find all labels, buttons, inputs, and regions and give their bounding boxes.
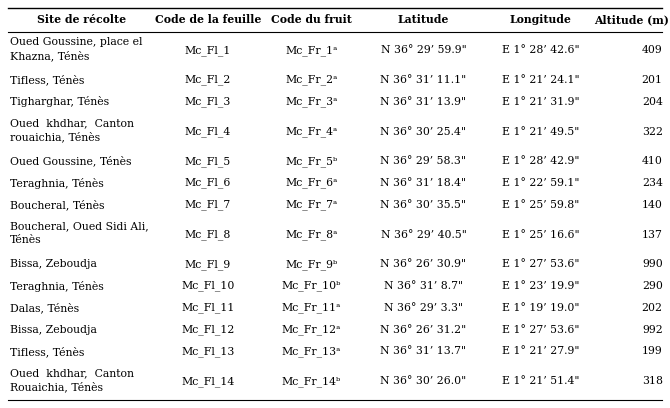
- Text: N 36° 29’ 59.9": N 36° 29’ 59.9": [381, 45, 466, 55]
- Text: Mc_Fl_14: Mc_Fl_14: [181, 376, 234, 386]
- Text: 202: 202: [642, 303, 663, 313]
- Text: Mc_Fr_10ᵇ: Mc_Fr_10ᵇ: [282, 281, 341, 291]
- Text: N 36° 30’ 26.0": N 36° 30’ 26.0": [381, 376, 466, 386]
- Text: Tifless, Ténès: Tifless, Ténès: [10, 75, 84, 86]
- Text: 140: 140: [642, 200, 663, 210]
- Text: Mc_Fl_6: Mc_Fl_6: [184, 178, 231, 188]
- Text: Mc_Fl_7: Mc_Fl_7: [184, 200, 231, 210]
- Text: Bissa, Zeboudja: Bissa, Zeboudja: [10, 325, 97, 335]
- Text: 199: 199: [642, 346, 663, 357]
- Text: Mc_Fr_4ᵃ: Mc_Fr_4ᵃ: [285, 126, 338, 137]
- Text: Mc_Fr_11ᵃ: Mc_Fr_11ᵃ: [282, 302, 341, 313]
- Text: E 1° 22’ 59.1": E 1° 22’ 59.1": [502, 178, 580, 188]
- Text: rouaichia, Ténès: rouaichia, Ténès: [10, 132, 100, 143]
- Text: N 36° 29’ 40.5": N 36° 29’ 40.5": [381, 230, 466, 239]
- Text: Khazna, Ténès: Khazna, Ténès: [10, 51, 89, 62]
- Text: Mc_Fl_4: Mc_Fl_4: [184, 126, 231, 137]
- Text: E 1° 27’ 53.6": E 1° 27’ 53.6": [502, 325, 580, 335]
- Text: N 36° 29’ 3.3": N 36° 29’ 3.3": [384, 303, 463, 313]
- Text: Mc_Fr_1ᵃ: Mc_Fr_1ᵃ: [285, 45, 338, 56]
- Text: N 36° 26’ 31.2": N 36° 26’ 31.2": [381, 325, 466, 335]
- Text: 290: 290: [642, 281, 663, 291]
- Text: E 1° 19’ 19.0": E 1° 19’ 19.0": [502, 303, 580, 313]
- Text: Bissa, Zeboudja: Bissa, Zeboudja: [10, 259, 97, 269]
- Text: Mc_Fl_5: Mc_Fl_5: [184, 156, 231, 167]
- Text: E 1° 27’ 53.6": E 1° 27’ 53.6": [502, 259, 580, 269]
- Text: 992: 992: [642, 325, 663, 335]
- Text: 409: 409: [642, 45, 663, 55]
- Text: Oued Goussine, place el: Oued Goussine, place el: [10, 37, 143, 47]
- Text: Mc_Fr_3ᵃ: Mc_Fr_3ᵃ: [285, 97, 338, 107]
- Text: Site de récolte: Site de récolte: [37, 14, 127, 25]
- Text: Boucheral, Oued Sidi Ali,: Boucheral, Oued Sidi Ali,: [10, 221, 149, 231]
- Text: Mc_Fl_13: Mc_Fl_13: [181, 346, 234, 357]
- Text: N 36° 31’ 8.7": N 36° 31’ 8.7": [384, 281, 463, 291]
- Text: Mc_Fl_12: Mc_Fl_12: [181, 324, 234, 335]
- Text: Code du fruit: Code du fruit: [271, 14, 352, 25]
- Text: N 36° 30’ 35.5": N 36° 30’ 35.5": [381, 200, 466, 210]
- Text: E 1° 21’ 51.4": E 1° 21’ 51.4": [502, 376, 580, 386]
- Text: E 1° 21’ 31.9": E 1° 21’ 31.9": [502, 97, 580, 107]
- Text: Mc_Fr_12ᵃ: Mc_Fr_12ᵃ: [282, 324, 341, 335]
- Text: 322: 322: [642, 126, 663, 137]
- Text: Mc_Fl_8: Mc_Fl_8: [184, 229, 231, 240]
- Text: E 1° 28’ 42.6": E 1° 28’ 42.6": [502, 45, 580, 55]
- Text: Oued Goussine, Ténès: Oued Goussine, Ténès: [10, 156, 131, 167]
- Text: E 1° 28’ 42.9": E 1° 28’ 42.9": [502, 156, 580, 166]
- Text: Mc_Fl_3: Mc_Fl_3: [184, 97, 231, 107]
- Text: Mc_Fr_5ᵇ: Mc_Fr_5ᵇ: [285, 156, 338, 167]
- Text: N 36° 31’ 13.9": N 36° 31’ 13.9": [381, 97, 466, 107]
- Text: E 1° 21’ 49.5": E 1° 21’ 49.5": [502, 126, 580, 137]
- Text: 234: 234: [642, 178, 663, 188]
- Text: 204: 204: [642, 97, 663, 107]
- Text: Mc_Fr_13ᵃ: Mc_Fr_13ᵃ: [282, 346, 341, 357]
- Text: Rouaichia, Ténès: Rouaichia, Ténès: [10, 381, 103, 392]
- Text: Dalas, Ténès: Dalas, Ténès: [10, 302, 79, 313]
- Text: Mc_Fl_2: Mc_Fl_2: [184, 75, 231, 85]
- Text: Longitude: Longitude: [510, 14, 572, 25]
- Text: 137: 137: [642, 230, 663, 239]
- Text: N 36° 30’ 25.4": N 36° 30’ 25.4": [381, 126, 466, 137]
- Text: Altitude (m): Altitude (m): [594, 14, 669, 25]
- Text: Ténès: Ténès: [10, 235, 42, 245]
- Text: Teraghnia, Ténès: Teraghnia, Ténès: [10, 281, 104, 292]
- Text: E 1° 23’ 19.9": E 1° 23’ 19.9": [502, 281, 580, 291]
- Text: Code de la feuille: Code de la feuille: [155, 14, 261, 25]
- Text: Mc_Fl_9: Mc_Fl_9: [184, 259, 231, 270]
- Text: Mc_Fr_7ᵃ: Mc_Fr_7ᵃ: [285, 200, 338, 210]
- Text: N 36° 26’ 30.9": N 36° 26’ 30.9": [381, 259, 466, 269]
- Text: N 36° 29’ 58.3": N 36° 29’ 58.3": [381, 156, 466, 166]
- Text: Mc_Fr_2ᵃ: Mc_Fr_2ᵃ: [285, 75, 338, 85]
- Text: E 1° 21’ 24.1": E 1° 21’ 24.1": [502, 75, 580, 85]
- Text: Tifless, Ténès: Tifless, Ténès: [10, 346, 84, 357]
- Text: E 1° 25’ 16.6": E 1° 25’ 16.6": [502, 230, 580, 239]
- Text: E 1° 25’ 59.8": E 1° 25’ 59.8": [502, 200, 580, 210]
- Text: Mc_Fr_14ᵇ: Mc_Fr_14ᵇ: [282, 376, 341, 386]
- Text: Teraghnia, Ténès: Teraghnia, Ténès: [10, 177, 104, 188]
- Text: Mc_Fl_11: Mc_Fl_11: [181, 302, 234, 313]
- Text: 410: 410: [642, 156, 663, 166]
- Text: Latitude: Latitude: [398, 14, 449, 25]
- Text: Mc_Fr_6ᵃ: Mc_Fr_6ᵃ: [285, 178, 338, 188]
- Text: Oued  khdhar,  Canton: Oued khdhar, Canton: [10, 118, 134, 129]
- Text: N 36° 31’ 13.7": N 36° 31’ 13.7": [381, 346, 466, 357]
- Text: 990: 990: [642, 259, 663, 269]
- Text: N 36° 31’ 11.1": N 36° 31’ 11.1": [381, 75, 466, 85]
- Text: 318: 318: [642, 376, 663, 386]
- Text: Boucheral, Ténès: Boucheral, Ténès: [10, 200, 105, 210]
- Text: Mc_Fl_10: Mc_Fl_10: [181, 281, 234, 291]
- Text: Oued  khdhar,  Canton: Oued khdhar, Canton: [10, 368, 134, 378]
- Text: 201: 201: [642, 75, 663, 85]
- Text: Tigharghar, Ténès: Tigharghar, Ténès: [10, 96, 109, 107]
- Text: N 36° 31’ 18.4": N 36° 31’ 18.4": [381, 178, 466, 188]
- Text: Mc_Fl_1: Mc_Fl_1: [184, 45, 231, 56]
- Text: E 1° 21’ 27.9": E 1° 21’ 27.9": [502, 346, 580, 357]
- Text: Mc_Fr_9ᵇ: Mc_Fr_9ᵇ: [285, 259, 338, 270]
- Text: Mc_Fr_8ᵃ: Mc_Fr_8ᵃ: [285, 229, 338, 240]
